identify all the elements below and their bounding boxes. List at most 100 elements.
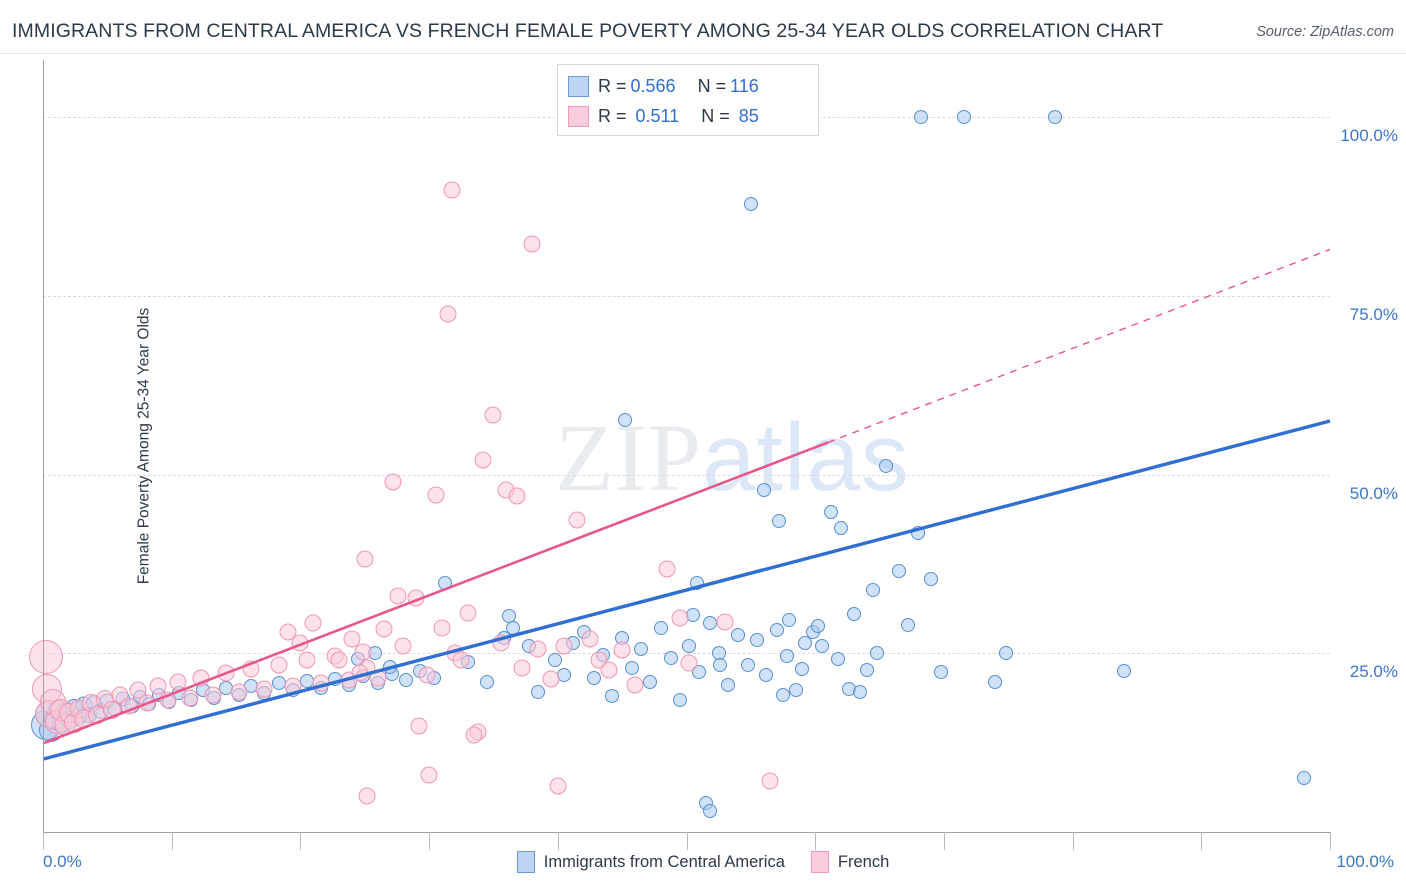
data-point[interactable] (384, 473, 402, 491)
data-point[interactable] (716, 613, 734, 631)
data-point[interactable] (420, 766, 438, 784)
data-point[interactable] (181, 689, 199, 707)
data-point[interactable] (568, 511, 586, 529)
data-point[interactable] (418, 666, 436, 684)
data-point[interactable] (555, 637, 573, 655)
data-point[interactable] (924, 571, 939, 586)
data-point[interactable] (810, 619, 825, 634)
data-point[interactable] (270, 656, 288, 674)
data-point[interactable] (664, 651, 679, 666)
data-point[interactable] (776, 687, 791, 702)
data-point[interactable] (831, 652, 846, 666)
data-point[interactable] (484, 406, 502, 424)
data-point[interactable] (28, 639, 63, 674)
data-point[interactable] (759, 667, 774, 682)
data-point[interactable] (427, 486, 445, 504)
legend-item-immigrants[interactable]: Immigrants from Central America (516, 851, 785, 873)
data-point[interactable] (769, 623, 784, 638)
data-point[interactable] (304, 614, 322, 632)
data-point[interactable] (330, 651, 348, 669)
data-point[interactable] (680, 654, 698, 672)
data-point[interactable] (702, 804, 717, 819)
data-point[interactable] (549, 777, 567, 795)
data-point[interactable] (626, 676, 644, 694)
data-point[interactable] (900, 617, 915, 632)
data-point[interactable] (204, 686, 222, 704)
data-point[interactable] (853, 684, 868, 699)
data-point[interactable] (673, 693, 688, 708)
data-point[interactable] (823, 504, 838, 519)
legend-item-french[interactable]: French (810, 851, 889, 873)
data-point[interactable] (452, 651, 470, 669)
data-point[interactable] (772, 514, 787, 529)
data-point[interactable] (782, 613, 797, 628)
data-point[interactable] (581, 630, 599, 648)
data-point[interactable] (439, 305, 457, 323)
data-point[interactable] (129, 681, 147, 699)
data-point[interactable] (625, 660, 640, 675)
data-point[interactable] (358, 787, 376, 805)
data-point[interactable] (542, 670, 560, 688)
data-point[interactable] (459, 604, 477, 622)
data-point[interactable] (743, 197, 758, 212)
data-point[interactable] (529, 640, 547, 658)
data-point[interactable] (814, 639, 829, 654)
data-point[interactable] (913, 110, 928, 125)
data-point[interactable] (531, 684, 546, 699)
data-point[interactable] (671, 609, 689, 627)
data-point[interactable] (169, 673, 187, 691)
data-point[interactable] (682, 639, 697, 654)
data-point[interactable] (513, 659, 531, 677)
data-point[interactable] (998, 646, 1013, 661)
data-point[interactable] (398, 673, 413, 688)
data-point[interactable] (474, 451, 492, 469)
data-point[interactable] (653, 620, 668, 635)
data-point[interactable] (833, 521, 848, 536)
data-point[interactable] (394, 637, 412, 655)
data-point[interactable] (750, 633, 765, 648)
data-point[interactable] (730, 627, 745, 642)
data-point[interactable] (149, 677, 167, 695)
data-point[interactable] (756, 483, 771, 498)
data-point[interactable] (480, 674, 494, 689)
data-point[interactable] (548, 653, 563, 668)
data-point[interactable] (859, 663, 874, 678)
data-point[interactable] (298, 651, 316, 669)
data-point[interactable] (356, 550, 374, 568)
data-point[interactable] (878, 459, 893, 473)
data-point[interactable] (230, 683, 248, 701)
data-point[interactable] (988, 674, 1003, 689)
data-point[interactable] (1117, 664, 1132, 679)
data-point[interactable] (712, 657, 727, 672)
data-point[interactable] (465, 726, 483, 744)
data-point[interactable] (741, 657, 756, 672)
data-point[interactable] (604, 689, 619, 704)
data-point[interactable] (508, 487, 526, 505)
data-point[interactable] (443, 181, 461, 199)
data-point[interactable] (600, 661, 618, 679)
data-point[interactable] (279, 623, 297, 641)
data-point[interactable] (702, 616, 717, 631)
data-point[interactable] (797, 636, 812, 651)
data-point[interactable] (720, 677, 735, 692)
data-point[interactable] (779, 649, 794, 664)
data-point[interactable] (866, 583, 881, 598)
data-point[interactable] (891, 564, 906, 579)
data-point[interactable] (795, 662, 810, 677)
data-point[interactable] (410, 717, 428, 735)
data-point[interactable] (634, 642, 649, 656)
data-point[interactable] (846, 606, 861, 621)
data-point[interactable] (934, 664, 949, 679)
data-point[interactable] (613, 641, 631, 659)
data-point[interactable] (957, 110, 972, 125)
data-point[interactable] (433, 619, 451, 637)
data-point[interactable] (375, 620, 393, 638)
data-point[interactable] (761, 772, 779, 790)
data-point[interactable] (658, 560, 676, 578)
data-point[interactable] (1047, 110, 1062, 125)
data-point[interactable] (643, 674, 658, 689)
data-point[interactable] (1297, 770, 1312, 785)
data-point[interactable] (788, 683, 803, 698)
data-point[interactable] (255, 680, 273, 698)
data-point[interactable] (389, 587, 407, 605)
